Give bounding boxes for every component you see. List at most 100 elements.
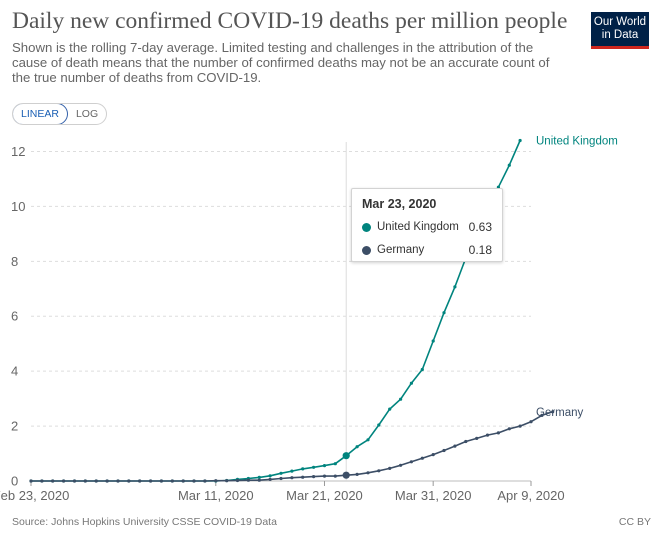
scale-toggle[interactable]: LINEAR LOG [12,103,108,125]
data-point [72,479,77,483]
y-tick-label: 2 [11,419,18,434]
data-point [192,479,196,483]
logo-line2: in Data [601,29,639,41]
x-axis-ticks: Feb 23, 2020 Mar 11, 2020 Mar 21, 2020 Mar … [0,481,565,503]
hover-tooltip: Mar 23, 2020 United Kingdom 0.63 Germany… [351,188,503,262]
data-point [529,420,533,424]
series-group [29,138,555,483]
data-point [116,479,120,483]
data-point [83,479,87,483]
data-point [268,474,272,478]
data-point [388,407,392,411]
data-point [290,469,294,473]
logo-line1: Our World [593,16,647,28]
data-point [342,452,350,460]
data-point [399,463,403,467]
owid-logo[interactable]: Our World in Data [591,12,649,49]
x-tick-label: Apr 9, 2020 [497,488,564,503]
y-tick-label: 6 [11,309,18,324]
data-point [257,478,261,482]
data-point [442,448,446,453]
data-point [551,410,555,414]
data-point [496,431,500,435]
data-point [442,311,446,315]
data-point [496,185,500,189]
data-point [127,479,131,483]
tooltip-dot-uk [362,222,371,232]
license-label[interactable]: CC BY [618,516,651,528]
data-point [518,424,522,428]
data-point [279,471,283,475]
data-point [203,479,207,483]
data-point [290,476,294,480]
data-point [431,339,435,343]
y-axis-ticks: 0 2 4 6 8 10 12 [11,144,25,489]
data-point [464,439,468,444]
y-tick-label: 10 [11,199,25,214]
data-point [312,465,316,469]
tooltip-value-uk: 0.63 [468,220,492,234]
tooltip-name-germany: Germany [377,244,425,256]
series-label: United Kingdom [536,135,618,147]
data-point [388,466,392,470]
data-point [366,438,370,442]
data-point [138,479,142,483]
data-point [333,462,337,466]
tooltip-row-uk: United Kingdom 0.63 [362,220,492,234]
data-point [409,460,413,464]
logo-accent-bar [591,46,649,49]
tooltip-value-germany: 0.18 [468,243,492,257]
data-point [225,479,229,483]
chart-title: Daily new confirmed COVID-19 deaths per … [12,8,568,34]
data-point [399,397,403,401]
data-point [342,471,350,479]
data-point [235,478,240,483]
tooltip-name-uk: United Kingdom [377,221,459,233]
tooltip-date: Mar 23, 2020 [362,197,437,211]
data-point [322,464,327,468]
data-point [518,138,522,143]
data-point [246,478,250,482]
data-point [485,433,490,437]
data-point [453,444,457,448]
data-point [420,367,424,372]
x-tick-label: Mar 31, 2020 [395,488,472,503]
data-point [377,423,381,427]
x-tick-label: Feb 23, 2020 [0,488,69,503]
data-point [170,479,174,483]
source-note[interactable]: Source: Johns Hopkins University CSSE CO… [12,516,277,528]
data-point [333,474,337,478]
data-point [301,475,305,479]
data-point [279,476,283,481]
data-point [301,467,305,471]
data-point [420,456,424,460]
data-point [355,445,359,449]
data-point [62,479,66,483]
y-tick-label: 0 [11,474,18,489]
data-point [366,471,370,475]
data-point [51,479,55,483]
data-point [149,479,153,483]
chart-subtitle: Shown is the rolling 7-day average. Limi… [12,40,550,85]
y-tick-label: 4 [11,364,18,379]
data-point [159,479,163,483]
scale-option-linear[interactable]: LINEAR [13,104,68,124]
data-point [377,469,381,473]
data-point [94,479,98,483]
data-point [453,285,457,289]
data-point [40,479,44,483]
series-labels: United Kingdom Germany [536,135,618,418]
data-point [431,453,435,457]
y-tick-label: 12 [11,144,25,159]
data-point [29,479,33,483]
data-point [214,479,218,483]
data-point [409,381,413,385]
x-tick-label: Mar 11, 2020 [178,488,254,503]
scale-option-log[interactable]: LOG [75,108,99,120]
y-tick-label: 8 [11,254,18,269]
data-point [355,472,359,476]
data-point [105,479,109,483]
data-point [322,474,327,478]
data-point [475,436,479,440]
